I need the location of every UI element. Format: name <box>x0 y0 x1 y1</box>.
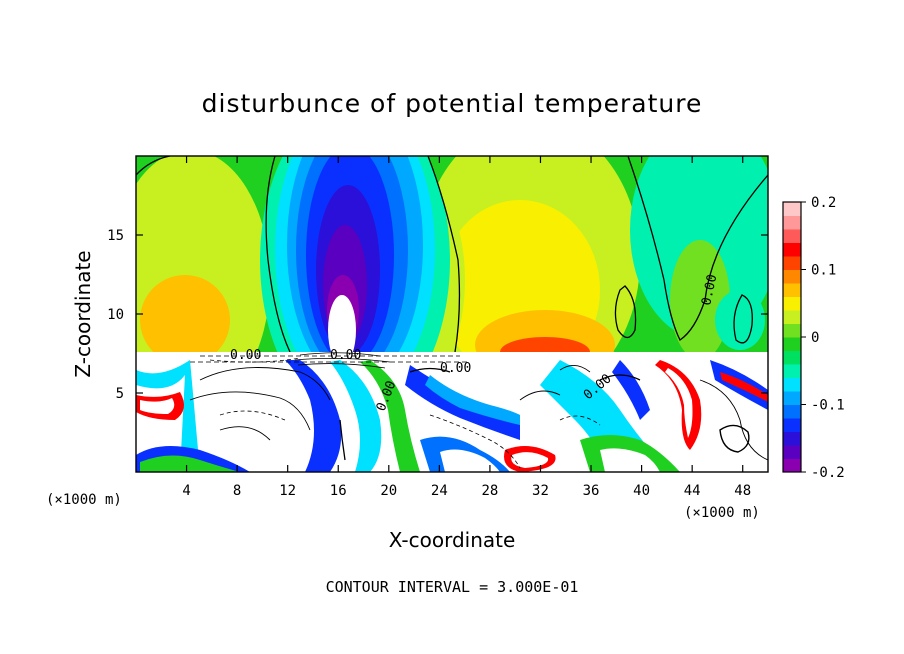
x-tick-label: 48 <box>734 483 751 499</box>
colorbar-swatch <box>783 364 801 378</box>
y-tick-label: 10 <box>107 307 124 323</box>
colorbar-swatch <box>783 310 801 324</box>
colorbar-swatch <box>783 458 801 473</box>
field-lower <box>136 352 768 472</box>
colorbar-swatch <box>783 269 801 284</box>
colorbar <box>782 201 802 473</box>
colorbar-swatch <box>783 215 801 230</box>
x-unit-left: (×1000 m) <box>46 492 122 508</box>
x-tick-label: 32 <box>532 483 549 499</box>
colorbar-swatch <box>783 377 801 392</box>
contour-label: 0.00 <box>699 273 720 307</box>
colorbar-swatch <box>783 431 801 446</box>
colorbar-swatch <box>783 296 801 311</box>
x-axis-label: X-coordinate <box>389 528 516 552</box>
chart-title: disturbunce of potential temperature <box>202 89 703 118</box>
x-axis: 4 8 12 16 20 24 28 32 36 40 44 48 <box>182 156 751 499</box>
colorbar-swatch <box>783 418 801 432</box>
x-tick-label: 44 <box>684 483 701 499</box>
colorbar-swatch <box>783 229 801 243</box>
colorbar-swatch <box>783 323 801 338</box>
x-tick-label: 8 <box>233 483 241 499</box>
contour-label: 0.00 <box>230 348 261 363</box>
colorbar-swatch <box>783 256 801 270</box>
interface-band <box>190 352 470 369</box>
field-upper <box>136 156 768 352</box>
colorbar-swatch <box>783 337 801 351</box>
colorbar-swatch <box>783 391 801 405</box>
colorbar-swatch <box>783 202 801 216</box>
x-tick-label: 24 <box>431 483 448 499</box>
colorbar-ticks: 0.2 0.1 0 -0.1 -0.2 <box>801 195 845 481</box>
y-tick-label: 5 <box>116 386 124 402</box>
colorbar-swatch <box>783 445 801 459</box>
colorbar-swatch <box>783 404 801 419</box>
x-tick-label: 12 <box>279 483 296 499</box>
x-tick-label: 4 <box>182 483 190 499</box>
colorbar-tick-label: 0 <box>811 330 819 346</box>
y-axis-label: Z-coordinate <box>71 250 95 377</box>
colorbar-swatch <box>783 283 801 297</box>
x-tick-label: 40 <box>633 483 650 499</box>
colorbar-swatch <box>783 242 801 257</box>
colorbar-tick-label: -0.2 <box>811 465 845 481</box>
y-axis: 5 10 15 <box>107 228 768 402</box>
contour-interval: CONTOUR INTERVAL = 3.000E-01 <box>326 578 579 596</box>
x-tick-label: 28 <box>481 483 498 499</box>
colorbar-tick-label: 0.2 <box>811 195 836 211</box>
colorbar-tick-label: 0.1 <box>811 263 836 279</box>
contour-label: 0.00 <box>440 361 471 376</box>
x-tick-label: 36 <box>583 483 600 499</box>
contour-label: 0.00 <box>330 348 361 363</box>
colorbar-swatch <box>783 350 801 365</box>
x-tick-label: 16 <box>330 483 347 499</box>
y-tick-label: 15 <box>107 228 124 244</box>
x-tick-label: 20 <box>380 483 397 499</box>
plot-area <box>136 156 768 472</box>
colorbar-tick-label: -0.1 <box>811 398 845 414</box>
x-unit-right: (×1000 m) <box>684 505 760 521</box>
